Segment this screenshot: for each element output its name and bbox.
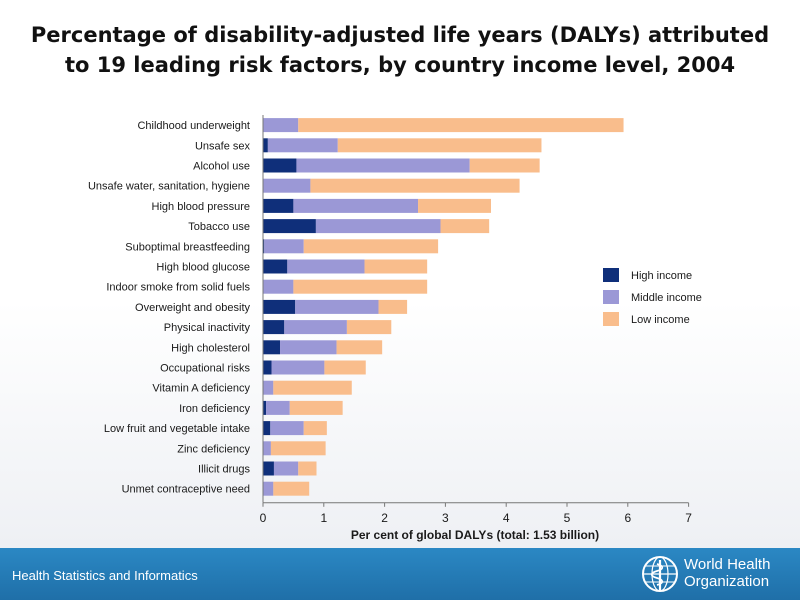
- category-label: Suboptimal breastfeeding: [125, 241, 250, 253]
- category-label: Tobacco use: [188, 221, 250, 233]
- bar-low-income-tobacco-use: [440, 219, 490, 234]
- category-label: Indoor smoke from solid fuels: [106, 282, 250, 294]
- slide-background: [0, 0, 800, 548]
- bar-high-income-high-blood-pressure: [263, 198, 294, 213]
- bar-middle-income-suboptimal-breastfeeding: [264, 239, 304, 254]
- who-emblem-icon: [642, 556, 678, 592]
- bar-low-income-unmet-contraceptive-need: [273, 481, 310, 496]
- x-tick-label: 6: [624, 511, 631, 525]
- legend-swatch-high-income: [603, 268, 619, 282]
- who-logo: World Health Organization: [640, 554, 790, 596]
- bar-middle-income-overweight-and-obesity: [295, 299, 379, 314]
- bar-middle-income-low-fruit-and-vegetable-intake: [270, 421, 304, 436]
- category-label: Unsafe water, sanitation, hygiene: [88, 181, 250, 193]
- category-label: High blood pressure: [152, 201, 250, 213]
- category-label: High blood glucose: [156, 262, 250, 274]
- category-label: Childhood underweight: [137, 120, 250, 132]
- legend-label-middle-income: Middle income: [631, 292, 702, 304]
- bar-middle-income-tobacco-use: [315, 219, 441, 234]
- bar-middle-income-vitamin-a-deficiency: [263, 380, 274, 395]
- x-tick-label: 0: [260, 511, 267, 525]
- bar-high-income-unsafe-sex: [263, 138, 268, 153]
- x-tick-label: 5: [564, 511, 571, 525]
- category-label: Zinc deficiency: [177, 443, 250, 455]
- bar-high-income-tobacco-use: [263, 219, 316, 234]
- bar-low-income-high-cholesterol: [336, 340, 383, 355]
- bar-high-income-low-fruit-and-vegetable-intake: [263, 421, 271, 436]
- bar-low-income-vitamin-a-deficiency: [273, 380, 352, 395]
- category-label: Physical inactivity: [164, 322, 251, 334]
- bar-middle-income-high-blood-glucose: [287, 259, 365, 274]
- bar-low-income-illicit-drugs: [298, 461, 317, 476]
- bar-middle-income-indoor-smoke-from-solid-fuels: [263, 279, 294, 294]
- category-label: Illicit drugs: [198, 464, 250, 476]
- stacked-bar-chart: Childhood underweight Unsafe sex Alcohol u…: [88, 115, 702, 542]
- x-tick-label: 1: [320, 511, 327, 525]
- bar-low-income-zinc-deficiency: [270, 441, 326, 456]
- bar-high-income-high-blood-glucose: [263, 259, 288, 274]
- bar-middle-income-high-cholesterol: [280, 340, 337, 355]
- bar-low-income-alcohol-use: [469, 158, 540, 173]
- slide-title: Percentage of disability-adjusted life y…: [30, 23, 770, 77]
- bar-low-income-suboptimal-breastfeeding: [303, 239, 439, 254]
- x-tick-label: 3: [442, 511, 449, 525]
- bar-low-income-unsafe-sex: [337, 138, 542, 153]
- category-label: Unmet contraceptive need: [122, 484, 250, 496]
- bar-low-income-iron-deficiency: [289, 400, 343, 415]
- x-tick-label: 4: [503, 511, 510, 525]
- category-label: High cholesterol: [171, 342, 250, 354]
- bar-low-income-high-blood-glucose: [364, 259, 428, 274]
- bar-high-income-physical-inactivity: [263, 320, 285, 335]
- bar-low-income-high-blood-pressure: [418, 198, 491, 213]
- bar-middle-income-unmet-contraceptive-need: [263, 481, 274, 496]
- category-label: Vitamin A deficiency: [152, 383, 250, 395]
- bar-middle-income-zinc-deficiency: [263, 441, 271, 456]
- category-label: Occupational risks: [160, 363, 250, 375]
- legend-swatch-low-income: [603, 312, 619, 326]
- bar-high-income-alcohol-use: [263, 158, 297, 173]
- legend-label-low-income: Low income: [631, 314, 690, 326]
- bar-low-income-low-fruit-and-vegetable-intake: [303, 421, 327, 436]
- bar-middle-income-physical-inactivity: [284, 320, 347, 335]
- bar-low-income-occupational-risks: [324, 360, 366, 375]
- bar-middle-income-iron-deficiency: [266, 400, 290, 415]
- category-label: Low fruit and vegetable intake: [104, 423, 250, 435]
- bar-low-income-physical-inactivity: [346, 320, 392, 335]
- legend-swatch-middle-income: [603, 290, 619, 304]
- bar-high-income-illicit-drugs: [263, 461, 274, 476]
- bar-high-income-overweight-and-obesity: [263, 299, 296, 314]
- x-axis-label: Per cent of global DALYs (total: 1.53 bi…: [351, 528, 599, 542]
- bar-middle-income-illicit-drugs: [273, 461, 299, 476]
- x-tick-label: 2: [381, 511, 388, 525]
- bar-middle-income-alcohol-use: [296, 158, 470, 173]
- footer-bar: Health Statistics and Informatics World …: [0, 548, 800, 600]
- category-label: Iron deficiency: [179, 403, 250, 415]
- bar-middle-income-unsafe-sex: [267, 138, 338, 153]
- bar-low-income-indoor-smoke-from-solid-fuels: [293, 279, 428, 294]
- category-label: Overweight and obesity: [135, 302, 250, 314]
- bar-high-income-iron-deficiency: [263, 400, 267, 415]
- bar-low-income-unsafe-water-sanitation-hygiene: [310, 178, 520, 193]
- bar-high-income-high-cholesterol: [263, 340, 281, 355]
- x-tick-label: 7: [685, 511, 692, 525]
- bar-middle-income-childhood-underweight: [263, 118, 299, 133]
- bar-high-income-occupational-risks: [263, 360, 272, 375]
- footer-text: Health Statistics and Informatics: [12, 568, 198, 583]
- who-organization-name: World Health Organization: [684, 556, 771, 590]
- bar-low-income-childhood-underweight: [298, 118, 624, 133]
- bar-high-income-suboptimal-breastfeeding: [263, 239, 265, 254]
- bar-middle-income-occupational-risks: [271, 360, 325, 375]
- legend-label-high-income: High income: [631, 270, 692, 282]
- bar-low-income-overweight-and-obesity: [378, 299, 408, 314]
- bar-middle-income-high-blood-pressure: [293, 198, 419, 213]
- category-label: Alcohol use: [193, 161, 250, 173]
- bar-middle-income-unsafe-water-sanitation-hygiene: [263, 178, 311, 193]
- category-label: Unsafe sex: [195, 140, 251, 152]
